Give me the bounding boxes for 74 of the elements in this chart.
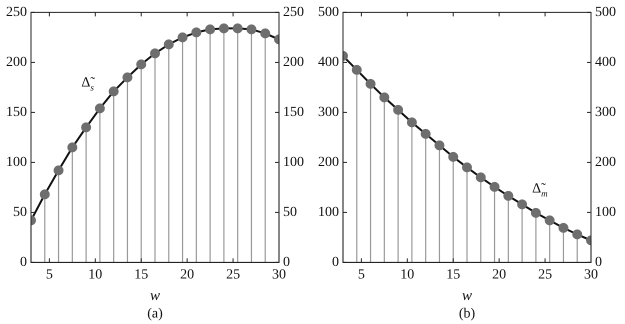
y2-tick-label: 0 — [595, 255, 602, 270]
x-tick-label: 25 — [226, 267, 240, 282]
point — [558, 222, 568, 233]
point — [260, 28, 270, 38]
point — [164, 39, 174, 50]
y2-tick-label: 500 — [595, 5, 616, 20]
x-tick-label: 30 — [584, 267, 598, 282]
point — [40, 189, 50, 200]
point — [178, 32, 188, 42]
x-axis-title: w — [462, 288, 472, 304]
y2-tick-label: 100 — [595, 205, 616, 220]
x-tick-label: 25 — [538, 267, 552, 282]
point — [462, 162, 472, 172]
point — [232, 23, 243, 34]
point — [218, 23, 229, 34]
y-tick-label: 500 — [318, 5, 339, 20]
point — [136, 59, 146, 70]
point — [572, 229, 582, 240]
point — [544, 215, 555, 226]
y-tick-label: 200 — [318, 155, 339, 170]
y2-tick-label: 0 — [283, 255, 290, 270]
point — [205, 24, 216, 34]
y-tick-label: 400 — [318, 55, 339, 70]
x-tick-label: 10 — [88, 267, 102, 282]
x-tick-label: 10 — [400, 267, 414, 282]
text: (a) — [147, 306, 164, 322]
x-tick-label: 20 — [492, 267, 506, 282]
x-tick-label: 5 — [358, 267, 365, 282]
point — [122, 72, 132, 82]
y-tick-label: 250 — [6, 5, 27, 20]
y-tick-label: 100 — [318, 205, 339, 220]
y2-tick-label: 300 — [595, 105, 616, 120]
y2-tick-label: 200 — [283, 55, 304, 70]
point — [420, 128, 431, 139]
text: (b) — [458, 306, 476, 322]
x-tick-label: 15 — [134, 267, 148, 282]
y-tick-label: 50 — [13, 205, 27, 220]
y2-tick-label: 400 — [595, 55, 616, 70]
point — [94, 103, 105, 114]
point — [352, 64, 362, 75]
point — [81, 122, 92, 132]
point — [490, 182, 500, 192]
point — [434, 140, 444, 150]
y2-tick-label: 200 — [595, 155, 616, 170]
point — [246, 24, 256, 34]
point — [54, 165, 64, 176]
point — [406, 117, 417, 128]
point — [191, 27, 202, 38]
y2-tick-label: 100 — [283, 155, 304, 170]
y-tick-label: 150 — [6, 105, 27, 120]
point — [517, 199, 528, 210]
y2-tick-label: 150 — [283, 105, 304, 120]
point — [393, 104, 404, 115]
y2-tick-label: 250 — [283, 5, 304, 20]
x-tick-label: 5 — [46, 267, 53, 282]
point — [503, 190, 514, 201]
point — [530, 208, 541, 218]
x-tick-label: 20 — [180, 267, 194, 282]
x-axis-title: w — [150, 288, 160, 304]
y-tick-label: 100 — [6, 155, 27, 170]
y2-tick-label: 50 — [283, 205, 297, 220]
point — [379, 92, 390, 102]
y-tick-label: 200 — [6, 55, 27, 70]
point — [67, 142, 78, 152]
x-tick-label: 15 — [446, 267, 460, 282]
point — [476, 172, 486, 182]
x-tick-label: 30 — [272, 267, 286, 282]
point — [366, 78, 376, 89]
point — [150, 48, 160, 58]
y-tick-label: 0 — [332, 255, 339, 270]
y-tick-label: 300 — [318, 105, 339, 120]
point — [108, 86, 119, 96]
point — [448, 152, 458, 162]
y-tick-label: 0 — [20, 255, 27, 270]
